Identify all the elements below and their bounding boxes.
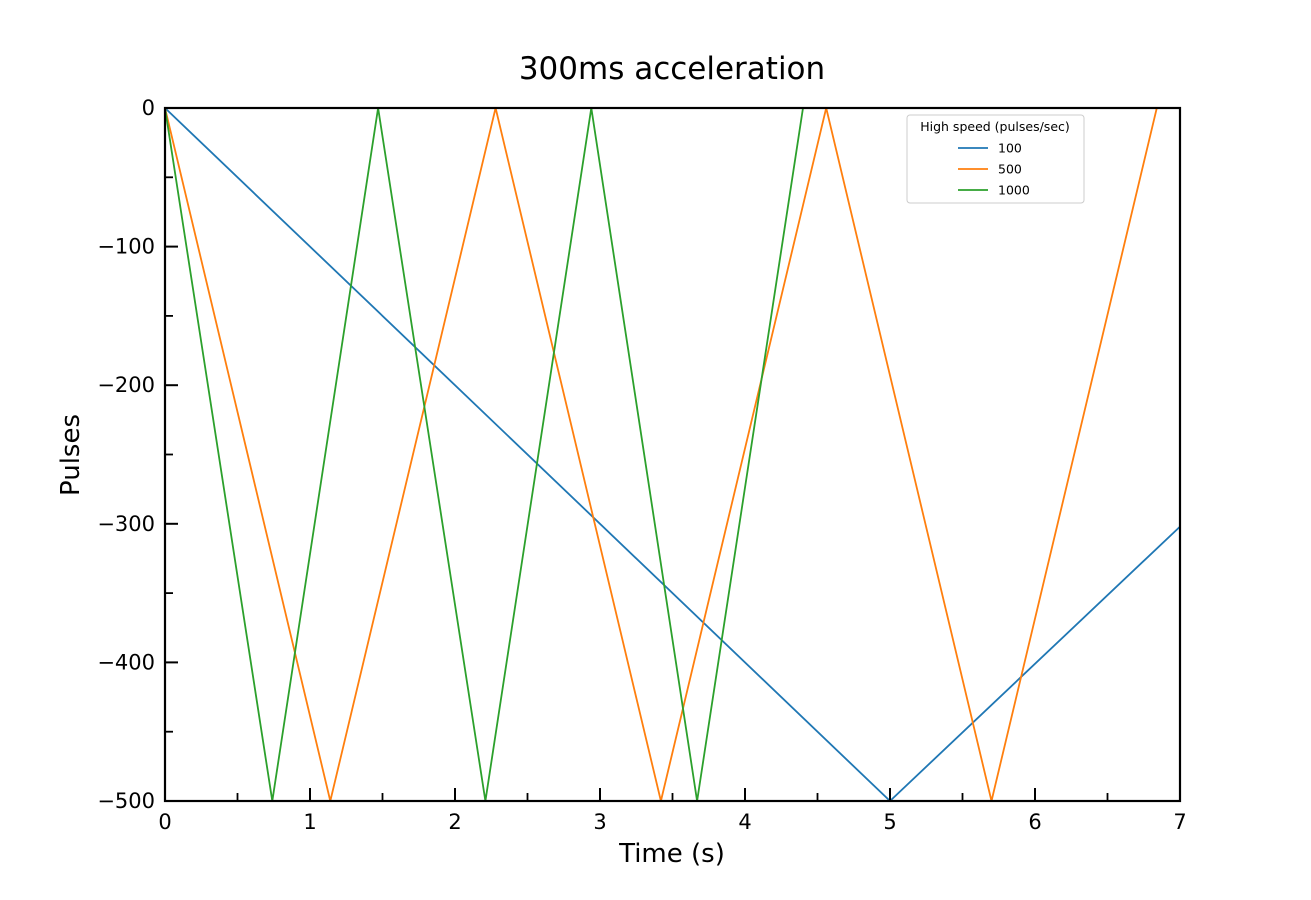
x-tick-label: 1 (303, 810, 316, 834)
series-line-500 (164, 107, 1158, 802)
y-tick-label: −500 (97, 789, 155, 813)
x-axis-label: Time (s) (618, 839, 725, 869)
y-tick-label: −300 (97, 512, 155, 536)
y-tick-label: 0 (142, 96, 155, 120)
y-tick-label: −100 (97, 235, 155, 259)
plot-frame (163, 106, 1182, 803)
legend-box (906, 114, 1085, 204)
x-tick-label: 6 (1028, 810, 1041, 834)
x-tick-label: 4 (738, 810, 751, 834)
axis-ticks: 0 1 2 3 4 5 6 7 0 −100 −200 −300 −400 −500 (97, 96, 1186, 834)
y-tick-label: −200 (97, 373, 155, 397)
series-line-100 (164, 107, 1181, 802)
x-tick-label: 3 (593, 810, 606, 834)
legend-label-100: 100 (998, 141, 1022, 156)
x-tick-label: 5 (883, 810, 896, 834)
y-tick-label: −400 (97, 650, 155, 674)
chart-title: 300ms acceleration (519, 51, 825, 87)
legend: High speed (pulses/sec) 100 500 1000 (906, 114, 1085, 204)
legend-title: High speed (pulses/sec) (920, 119, 1070, 134)
y-axis-label: Pulses (56, 414, 86, 496)
x-tick-label: 0 (158, 810, 171, 834)
legend-label-1000: 1000 (998, 183, 1030, 198)
x-tick-label: 2 (448, 810, 461, 834)
x-tick-label: 7 (1173, 810, 1186, 834)
series-line-1000 (164, 107, 804, 802)
legend-label-500: 500 (998, 162, 1022, 177)
plot-lines (164, 107, 1181, 802)
